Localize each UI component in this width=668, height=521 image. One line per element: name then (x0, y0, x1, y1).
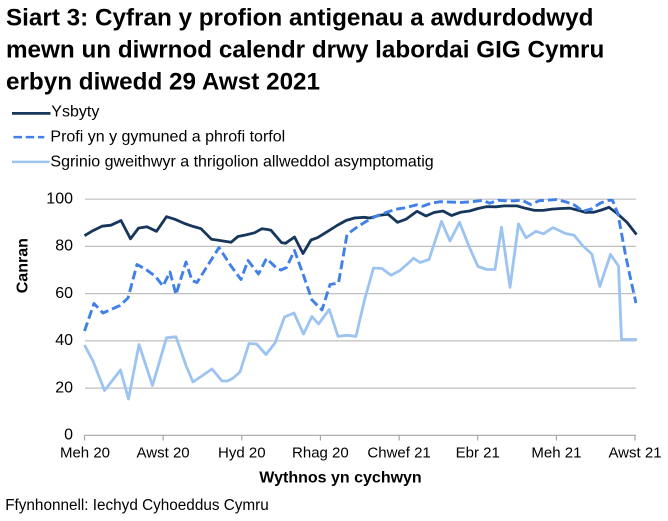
svg-text:Meh 21: Meh 21 (531, 445, 581, 462)
svg-text:100: 100 (46, 191, 73, 208)
svg-text:80: 80 (55, 238, 73, 255)
svg-text:Ffynhonnell: Iechyd Cyhoeddus: Ffynhonnell: Iechyd Cyhoeddus Cymru (5, 497, 269, 514)
svg-text:Siart 3: Cyfran y profion anti: Siart 3: Cyfran y profion antigenau a aw… (6, 4, 593, 31)
svg-text:Ysbyty: Ysbyty (51, 104, 99, 121)
svg-text:Ebr 21: Ebr 21 (456, 445, 500, 462)
svg-text:Canran: Canran (15, 238, 32, 293)
svg-text:0: 0 (64, 427, 73, 444)
svg-text:Rhag 20: Rhag 20 (292, 445, 349, 462)
svg-text:Profi yn y gymuned a phrofi to: Profi yn y gymuned a phrofi torfol (50, 129, 285, 146)
svg-text:40: 40 (55, 332, 73, 349)
svg-text:Chwef 21: Chwef 21 (367, 445, 430, 462)
svg-text:mewn un diwrnod calendr drwy l: mewn un diwrnod calendr drwy labordai GI… (6, 36, 604, 63)
svg-text:Hyd 20: Hyd 20 (218, 445, 266, 462)
svg-text:60: 60 (55, 285, 73, 302)
svg-text:20: 20 (55, 379, 73, 396)
svg-text:Wythnos yn cychwyn: Wythnos yn cychwyn (259, 470, 421, 487)
svg-text:Sgrinio gweithwyr a thrigolion: Sgrinio gweithwyr a thrigolion allweddol… (50, 153, 433, 170)
svg-text:erbyn diwedd 29 Awst 2021: erbyn diwedd 29 Awst 2021 (6, 68, 320, 95)
svg-text:Awst 21: Awst 21 (608, 445, 661, 462)
svg-text:Meh 20: Meh 20 (60, 445, 110, 462)
svg-text:Awst 20: Awst 20 (137, 445, 190, 462)
